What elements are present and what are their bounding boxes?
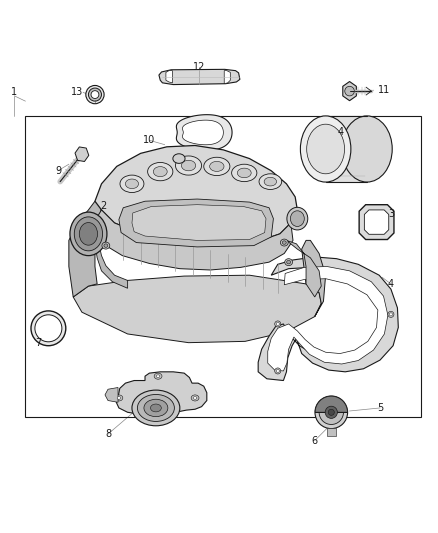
- Ellipse shape: [204, 157, 230, 175]
- Polygon shape: [119, 199, 273, 247]
- Ellipse shape: [275, 321, 281, 327]
- Ellipse shape: [276, 322, 279, 326]
- Polygon shape: [315, 396, 347, 413]
- Polygon shape: [183, 120, 223, 145]
- Polygon shape: [268, 266, 388, 371]
- Ellipse shape: [144, 399, 168, 417]
- Ellipse shape: [104, 244, 108, 247]
- Polygon shape: [177, 115, 232, 150]
- Ellipse shape: [342, 116, 392, 182]
- Ellipse shape: [280, 239, 288, 246]
- Ellipse shape: [165, 154, 177, 163]
- Ellipse shape: [88, 88, 102, 101]
- Ellipse shape: [74, 217, 102, 251]
- Polygon shape: [166, 71, 173, 83]
- Ellipse shape: [31, 311, 66, 346]
- Ellipse shape: [388, 311, 394, 318]
- Text: 8: 8: [105, 429, 111, 439]
- Polygon shape: [95, 210, 293, 270]
- Polygon shape: [69, 201, 102, 297]
- Ellipse shape: [91, 91, 99, 99]
- Ellipse shape: [70, 212, 107, 256]
- Ellipse shape: [181, 160, 196, 171]
- Ellipse shape: [237, 168, 251, 177]
- Polygon shape: [159, 69, 240, 85]
- Ellipse shape: [191, 395, 199, 401]
- Ellipse shape: [210, 161, 224, 172]
- Polygon shape: [325, 116, 367, 182]
- Ellipse shape: [153, 167, 167, 176]
- Ellipse shape: [125, 179, 138, 189]
- Polygon shape: [302, 240, 325, 317]
- Ellipse shape: [328, 409, 334, 415]
- Ellipse shape: [117, 397, 120, 399]
- Polygon shape: [224, 71, 230, 84]
- Text: 4: 4: [338, 126, 344, 136]
- Ellipse shape: [290, 211, 304, 227]
- Polygon shape: [132, 205, 266, 240]
- Text: 9: 9: [55, 166, 61, 176]
- Text: 1: 1: [11, 87, 18, 98]
- Text: 5: 5: [377, 403, 383, 413]
- Polygon shape: [364, 210, 389, 235]
- Text: 2: 2: [101, 200, 107, 211]
- Ellipse shape: [307, 124, 345, 174]
- Ellipse shape: [264, 177, 276, 186]
- Ellipse shape: [156, 413, 160, 415]
- Ellipse shape: [300, 116, 351, 182]
- Text: 7: 7: [35, 338, 42, 348]
- Ellipse shape: [154, 373, 162, 379]
- Ellipse shape: [259, 174, 282, 189]
- Ellipse shape: [156, 375, 160, 377]
- Ellipse shape: [287, 207, 308, 230]
- Ellipse shape: [276, 369, 279, 373]
- Ellipse shape: [115, 395, 123, 401]
- Ellipse shape: [285, 259, 293, 265]
- Ellipse shape: [86, 85, 104, 104]
- Ellipse shape: [148, 163, 173, 181]
- Polygon shape: [258, 257, 398, 381]
- Polygon shape: [359, 205, 394, 239]
- Ellipse shape: [120, 175, 144, 192]
- Polygon shape: [95, 243, 127, 288]
- Polygon shape: [73, 275, 321, 343]
- Ellipse shape: [176, 156, 201, 175]
- Polygon shape: [75, 147, 89, 161]
- Text: 3: 3: [388, 209, 394, 219]
- Ellipse shape: [345, 86, 354, 96]
- Ellipse shape: [102, 242, 110, 249]
- Text: 6: 6: [312, 435, 318, 446]
- Text: 10: 10: [143, 135, 155, 146]
- Ellipse shape: [315, 396, 348, 429]
- Polygon shape: [286, 240, 321, 297]
- Ellipse shape: [193, 397, 197, 399]
- Text: 13: 13: [71, 87, 84, 98]
- Ellipse shape: [163, 151, 180, 166]
- Polygon shape: [116, 372, 207, 414]
- Ellipse shape: [132, 390, 180, 426]
- Ellipse shape: [283, 241, 286, 244]
- Ellipse shape: [150, 404, 161, 412]
- Polygon shape: [95, 146, 297, 244]
- Ellipse shape: [287, 261, 290, 264]
- Polygon shape: [327, 429, 336, 436]
- Text: 12: 12: [193, 62, 205, 72]
- Bar: [25, 116, 421, 417]
- Ellipse shape: [154, 410, 162, 417]
- Ellipse shape: [325, 406, 337, 418]
- Ellipse shape: [389, 313, 392, 316]
- Text: 11: 11: [378, 85, 391, 95]
- Text: 4: 4: [388, 279, 394, 289]
- Ellipse shape: [232, 164, 257, 182]
- Polygon shape: [343, 82, 357, 101]
- Polygon shape: [105, 387, 118, 402]
- Ellipse shape: [138, 394, 174, 422]
- Ellipse shape: [275, 368, 281, 374]
- Ellipse shape: [79, 223, 98, 245]
- Ellipse shape: [173, 154, 185, 163]
- Ellipse shape: [319, 400, 343, 424]
- Ellipse shape: [35, 315, 62, 342]
